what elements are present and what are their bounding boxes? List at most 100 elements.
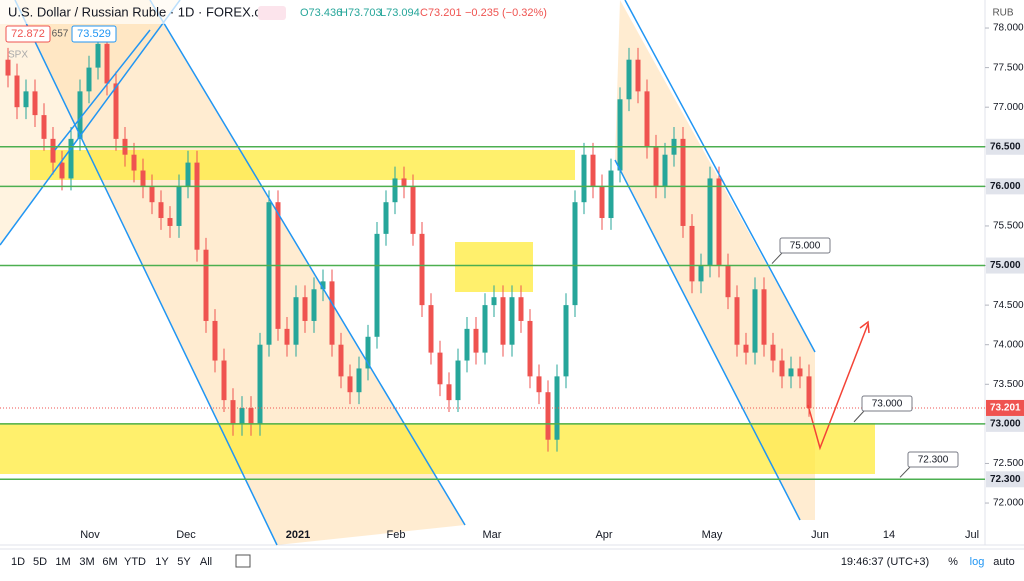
candle-body [185, 162, 191, 187]
candle-body [212, 320, 218, 361]
zone [30, 150, 575, 180]
candle-body [68, 138, 74, 179]
candle-body [95, 43, 101, 68]
candle-body [347, 376, 353, 393]
sell-price[interactable]: 72.872 [11, 28, 45, 40]
candle-body [680, 138, 686, 226]
candle-body [653, 146, 659, 187]
x-tick-label: 2021 [286, 529, 310, 541]
range-button[interactable]: 5Y [177, 556, 191, 568]
channel-fill [615, 0, 815, 520]
candle-body [635, 59, 641, 92]
candle-body [221, 360, 227, 401]
candle-body [356, 368, 362, 393]
scale-option[interactable]: % [948, 556, 958, 568]
candle-body [662, 154, 668, 187]
y-tick-label: 77.500 [993, 62, 1024, 73]
symbol-title: U.S. Dollar / Russian Ruble · 1D · FOREX… [8, 4, 279, 19]
buy-price[interactable]: 73.529 [77, 28, 111, 40]
candle-body [365, 336, 371, 369]
candle-body [419, 233, 425, 306]
candle-body [689, 225, 695, 282]
callout-pointer [853, 410, 865, 423]
y-tick-label: 75.500 [993, 221, 1024, 232]
candle-body [194, 162, 200, 250]
y-tick-label: 72.000 [993, 498, 1024, 509]
callout-pointer [899, 466, 911, 478]
trend-line [624, 0, 816, 353]
range-button[interactable]: All [200, 556, 212, 568]
candle-body [500, 297, 506, 345]
buy-box[interactable] [71, 25, 117, 43]
candle-body [707, 178, 713, 266]
candle-body [113, 83, 119, 139]
trend-line [149, 0, 466, 526]
candle-body [545, 392, 551, 440]
candle-body [50, 138, 56, 163]
callout-text: 75.000 [790, 241, 821, 252]
trend-line [614, 159, 801, 521]
x-tick-label: Feb [387, 529, 406, 541]
level-label-bg [986, 415, 1024, 432]
callout-box [907, 451, 959, 468]
candle-body [32, 91, 38, 116]
range-button[interactable]: YTD [124, 556, 146, 568]
candle-body [320, 281, 326, 290]
candle-body [608, 170, 614, 219]
ohlc-close: C73.201 [420, 7, 462, 19]
candle-body [527, 320, 533, 377]
x-tick-label: May [702, 529, 723, 541]
candle-body [725, 265, 731, 298]
candle-body [248, 408, 254, 424]
candle-body [509, 297, 515, 345]
y-tick-label: 74.000 [993, 339, 1024, 350]
level-label: 76.000 [990, 181, 1021, 192]
range-button[interactable]: 1D [11, 556, 25, 568]
x-tick-label: Dec [176, 529, 196, 541]
candle-body [599, 186, 605, 219]
y-tick-label: 74.500 [993, 300, 1024, 311]
header: U.S. Dollar / Russian Ruble · 1D · FOREX… [0, 0, 1014, 61]
candle-body [590, 154, 596, 187]
ohlc-high: H73.703 [340, 7, 382, 19]
currency: RUB [992, 8, 1013, 19]
candle-body [239, 408, 245, 424]
last-price-label: 73.201 [990, 403, 1021, 414]
candle-body [14, 75, 20, 108]
range-button[interactable]: 5D [33, 556, 47, 568]
calendar-icon[interactable] [235, 554, 251, 568]
candle-body [473, 328, 479, 353]
candle-body [788, 368, 794, 377]
candle-body [752, 289, 758, 353]
callout-text: 72.300 [918, 455, 949, 466]
candle-body [644, 91, 650, 147]
spread: 657 [52, 29, 69, 40]
range-button[interactable]: 3M [79, 556, 94, 568]
level-label-bg [986, 138, 1024, 155]
sell-box[interactable] [5, 25, 51, 43]
range-button[interactable]: 1M [55, 556, 70, 568]
candle-body [329, 281, 335, 345]
callout-text: 73.000 [872, 399, 903, 410]
trend-line [54, 29, 151, 151]
ohlc-open: O73.436 [300, 7, 342, 19]
range-button[interactable]: 6M [102, 556, 117, 568]
y-tick-label: 77.000 [993, 102, 1024, 113]
candle-body [149, 186, 155, 203]
scale-option[interactable]: auto [993, 556, 1014, 568]
x-tick-label: Nov [80, 529, 100, 541]
level-label: 75.000 [990, 260, 1021, 271]
scale-option[interactable]: log [970, 556, 985, 568]
candle-body [266, 202, 272, 345]
candle-body [140, 170, 146, 187]
candle-body [770, 344, 776, 361]
level-label-bg [986, 257, 1024, 274]
level-label: 72.300 [990, 474, 1021, 485]
candle-body [383, 202, 389, 234]
candle-body [554, 376, 560, 440]
candle-body [536, 376, 542, 393]
candle-body [464, 328, 470, 361]
range-button[interactable]: 1Y [155, 556, 169, 568]
